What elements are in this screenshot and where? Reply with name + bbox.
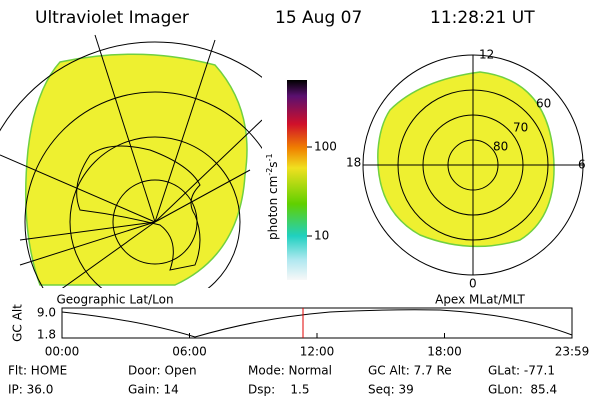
exp: -1 (265, 153, 274, 161)
colorbar (287, 80, 307, 280)
unit-s: s (266, 161, 280, 167)
x-tick-label: 00:00 (45, 345, 80, 359)
magnetic-image (362, 54, 584, 276)
mlt-label: 18 (346, 156, 361, 170)
panel-label: Apex MLat/MLT (435, 293, 525, 307)
status-field: Seq: 39 (368, 383, 414, 397)
colorbar-tick: 100 (314, 140, 337, 154)
exp: -2 (265, 168, 274, 176)
y-tick: 1.8 (37, 328, 56, 342)
x-tick-label: 18:00 (427, 345, 462, 359)
time: 11:28:21 UT (430, 8, 535, 28)
altitude-curve (61, 309, 573, 338)
mlt-label: 12 (479, 48, 494, 62)
status-field: Dsp: 1.5 (248, 383, 310, 397)
y-tick: 9.0 (37, 306, 56, 320)
title: Ultraviolet Imager (35, 8, 189, 28)
status-field: Mode: Normal (248, 364, 332, 378)
mlt-label: 6 (578, 158, 586, 172)
date: 15 Aug 07 (275, 8, 362, 28)
status-field: GLat: -77.1 (488, 364, 555, 378)
status-field: Flt: HOME (8, 364, 67, 378)
status-field: IP: 36.0 (8, 383, 53, 397)
status-field: GLon: 85.4 (488, 383, 557, 397)
y-label: GC Alt (11, 304, 25, 342)
panel-label: Geographic Lat/Lon (56, 293, 173, 307)
lat-label: 60 (536, 97, 551, 111)
colorbar-unit: photon cm-2s-1 (265, 153, 280, 240)
status-field: GC Alt: 7.7 Re (368, 364, 452, 378)
lat-label: 70 (513, 121, 528, 135)
x-tick-label: 06:00 (172, 345, 207, 359)
unit: photon cm (266, 176, 280, 240)
status-field: Gain: 14 (128, 383, 179, 397)
mlt-label: 0 (469, 277, 477, 291)
lat-label: 80 (493, 140, 508, 154)
status-field: Door: Open (128, 364, 197, 378)
geographic-image (0, 34, 262, 288)
x-tick-label: 23:59 (555, 345, 590, 359)
colorbar-tick: 10 (314, 229, 329, 243)
x-tick-label: 12:00 (300, 345, 335, 359)
